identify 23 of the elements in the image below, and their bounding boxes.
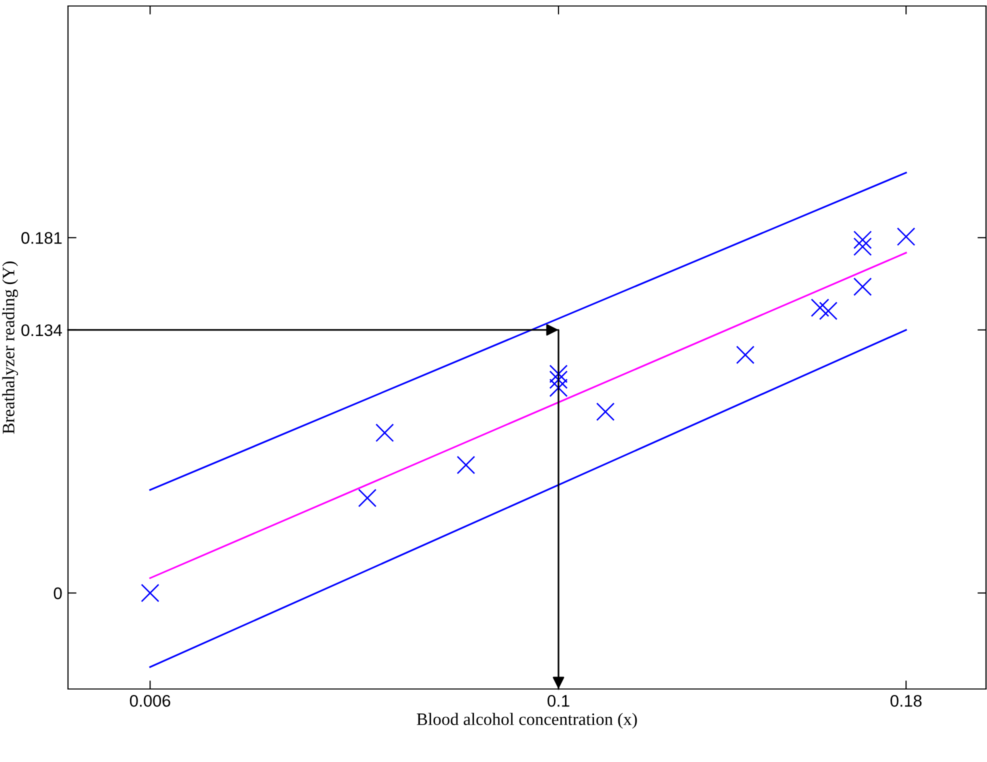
point xyxy=(736,346,755,364)
point xyxy=(810,298,830,317)
point xyxy=(853,278,872,296)
point xyxy=(376,424,394,442)
x-axis-title: Blood alcohol concentration (x) xyxy=(416,712,637,729)
point xyxy=(140,584,160,602)
x-tick-label: 0.006 xyxy=(130,694,170,707)
point xyxy=(549,378,568,398)
point xyxy=(549,364,568,384)
point xyxy=(358,488,377,508)
x-tick-label: 0.1 xyxy=(548,694,570,707)
y-tick-label: 0.134 xyxy=(21,324,62,336)
y-axis-title: Breathalyzer reading (Y) xyxy=(2,262,18,434)
point xyxy=(896,227,916,246)
x-tick-label: 0.18 xyxy=(890,694,922,707)
point xyxy=(853,237,872,256)
point xyxy=(853,230,872,250)
y-tick-label: 0.181 xyxy=(21,232,62,244)
point xyxy=(819,302,838,320)
point xyxy=(549,370,568,389)
point xyxy=(596,402,615,421)
point xyxy=(456,456,476,474)
y-tick-label: 0 xyxy=(54,587,62,600)
